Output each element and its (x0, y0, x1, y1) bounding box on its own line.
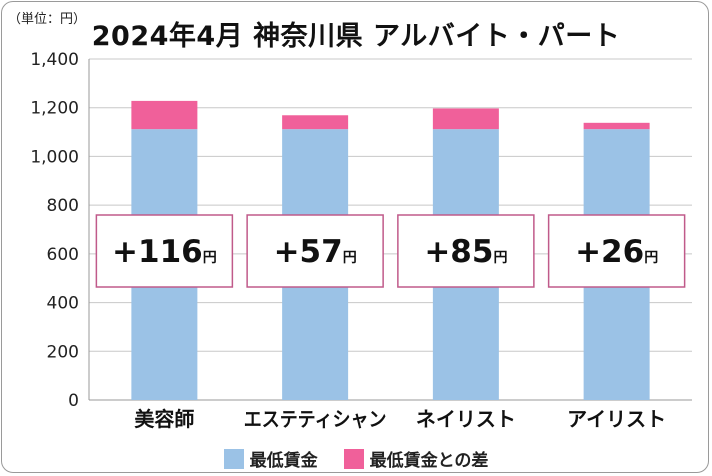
y-tick-label: 1,200 (30, 99, 79, 119)
x-tick-label: ネイリスト (416, 407, 516, 431)
bar-difference (282, 115, 349, 130)
x-tick-label: エステティシャン (244, 407, 387, 431)
difference-label: +116円 (112, 234, 217, 270)
difference-label: +57円 (274, 234, 357, 270)
chart-title: 2024年4月 神奈川県 アルバイト・パート (91, 21, 621, 52)
y-tick-label: 200 (47, 342, 79, 362)
difference-label: +26円 (575, 234, 658, 270)
y-tick-label: 400 (47, 294, 79, 314)
legend-label-difference: 最低賃金との差 (369, 451, 489, 471)
difference-label: +85円 (424, 234, 507, 270)
legend-item-difference: 最低賃金との差 (343, 446, 489, 471)
x-tick-label: 美容師 (134, 407, 194, 431)
bar-difference (432, 108, 499, 130)
y-tick-label: 1,400 (30, 50, 79, 70)
legend-label-minimum-wage: 最低賃金 (249, 451, 318, 471)
unit-label: （単位：円） (8, 12, 87, 27)
x-tick-label: アイリスト (567, 407, 666, 431)
y-tick-label: 800 (47, 196, 79, 216)
difference-box (95, 214, 234, 288)
legend-swatch-minimum-wage (223, 448, 244, 469)
difference-box (397, 214, 535, 288)
y-tick-label: 600 (47, 245, 79, 265)
difference-box (547, 214, 686, 288)
legend: 最低賃金 最低賃金との差 (0, 446, 712, 471)
bar-difference (583, 122, 650, 130)
y-tick-label: 1,000 (30, 147, 79, 167)
y-tick-label: 0 (68, 391, 79, 411)
legend-swatch-difference (343, 448, 364, 469)
difference-box (246, 214, 384, 288)
legend-item-minimum-wage: 最低賃金 (223, 446, 318, 471)
bar-difference (131, 100, 198, 130)
